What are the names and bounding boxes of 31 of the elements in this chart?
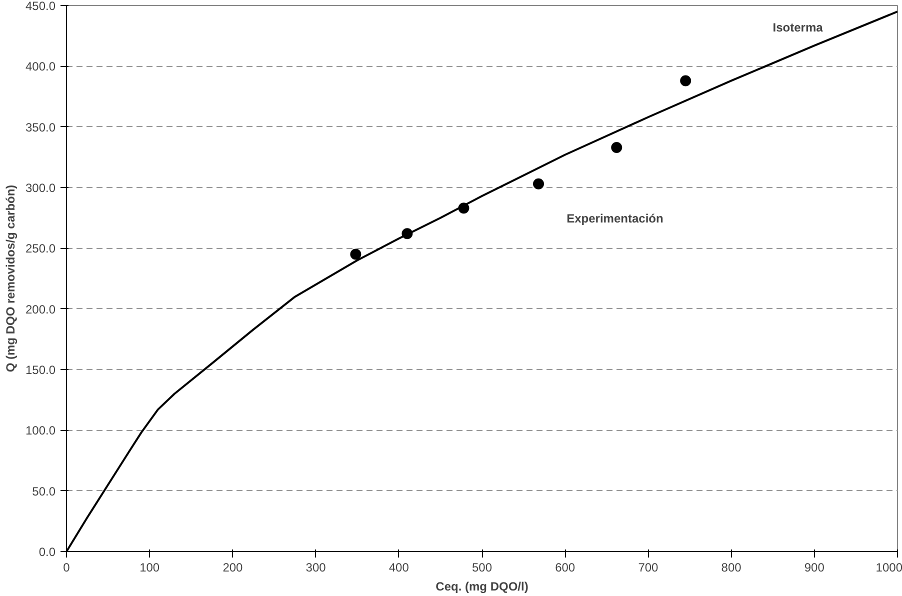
y-tick-label: 400.0 (25, 60, 56, 74)
y-tick-label: 100.0 (25, 424, 56, 438)
x-tick-label: 700 (638, 560, 659, 574)
x-tick-label: 600 (555, 560, 576, 574)
x-tick-label: 500 (472, 560, 492, 574)
x-axis-title: Ceq. (mg DQO/l) (436, 580, 528, 594)
x-tick-label: 300 (306, 560, 326, 574)
x-tick-label: 100 (140, 560, 160, 574)
point (350, 248, 362, 260)
point (402, 228, 413, 240)
y-tick-label: 150.0 (25, 363, 56, 377)
x-tick-label: 900 (804, 560, 825, 574)
point (533, 178, 544, 190)
y-axis-title: Q (mg DQO removidos/g carbón) (3, 184, 18, 372)
x-tick-label: 200 (222, 560, 244, 574)
y-tick-label: 300.0 (25, 181, 56, 195)
x-tick-label: 0 (63, 560, 70, 574)
y-tick-label: 450.0 (25, 0, 56, 13)
x-tick-label: 800 (721, 560, 742, 574)
y-tick-label: 200.0 (25, 302, 56, 316)
point (680, 75, 692, 86)
y-tick-label: 350.0 (25, 120, 56, 134)
point (611, 142, 622, 153)
annotation: Isoterma (772, 20, 824, 34)
annotation: Experimentación (566, 211, 664, 226)
y-tick-label: 250.0 (25, 242, 56, 256)
x-tick-label: 400 (388, 560, 410, 574)
x-tick-label: 1000 (876, 560, 902, 574)
y-tick-label: 50.0 (32, 484, 56, 498)
point (458, 202, 470, 214)
y-tick-label: 0.0 (38, 545, 56, 559)
